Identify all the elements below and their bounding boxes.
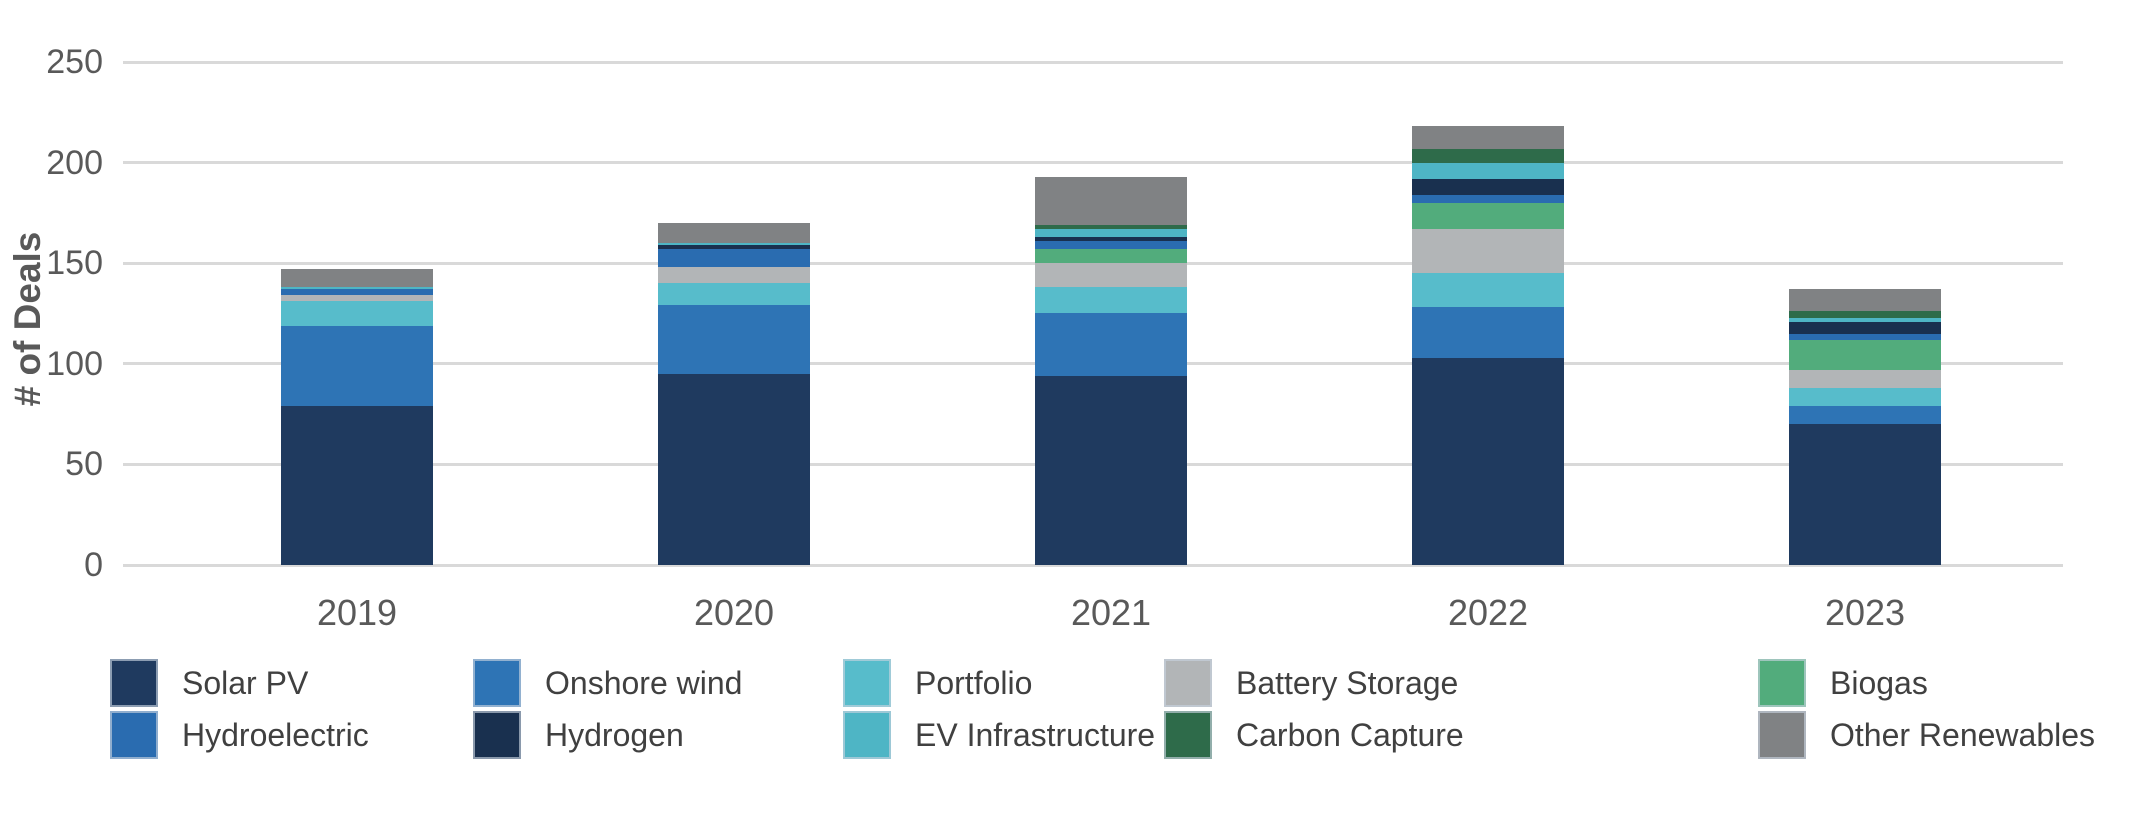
bar-segment-carbon-capture-2021 [1035,224,1187,229]
y-tick-label-250: 250 [46,43,103,81]
legend-item-portfolio: Portfolio [843,659,1033,707]
bar-segment-hydrogen-2021 [1035,237,1187,242]
bar-segment-carbon-capture-2023 [1789,311,1941,318]
legend-swatch-carbon-capture [1164,711,1212,759]
x-tick-label-2019: 2019 [316,592,398,633]
bar-segment-hydrogen-2020 [658,245,810,250]
legend-swatch-solar-pv [110,659,158,707]
bar-segment-hydrogen-2023 [1789,321,1941,334]
bar-segment-hydrogen-2022 [1412,178,1564,195]
bar-segment-battery-storage-2022 [1412,228,1564,274]
bar-segment-ev-infrastructure-2023 [1789,317,1941,322]
bar-segment-onshore-wind-2019 [281,325,433,406]
legend-label-onshore-wind: Onshore wind [545,665,743,701]
legend-label-hydrogen: Hydrogen [545,717,684,753]
legend-item-onshore-wind: Onshore wind [473,659,743,707]
y-tick-label-0: 0 [84,546,103,584]
y-tick-label-50: 50 [65,445,103,484]
legend-swatch-hydrogen [473,711,521,759]
x-tick-label-2022: 2022 [1447,592,1529,633]
legend-item-hydroelectric: Hydroelectric [110,711,369,759]
legend-swatch-biogas [1758,659,1806,707]
legend-label-biogas: Biogas [1830,665,1928,701]
bar-segment-portfolio-2023 [1789,387,1941,406]
bar-segment-hydroelectric-2022 [1412,194,1564,203]
bar-segment-ev-infrastructure-2021 [1035,228,1187,238]
bar-segment-solar-pv-2020 [658,373,810,565]
bar-2023 [1789,289,1941,565]
bar-segment-ev-infrastructure-2020 [658,243,810,246]
y-tick-label-150: 150 [46,244,103,283]
x-tick-label-2023: 2023 [1824,592,1906,633]
legend-label-ev-infrastructure: EV Infrastructure [915,717,1156,753]
legend-item-other-renewables: Other Renewables [1758,711,2096,759]
bar-segment-other-renewables-2020 [658,222,810,244]
bar-segment-carbon-capture-2022 [1412,148,1564,163]
legend-swatch-battery-storage [1164,659,1212,707]
bar-segment-battery-storage-2023 [1789,369,1941,388]
bar-segment-hydroelectric-2019 [281,289,433,296]
legend-swatch-portfolio [843,659,891,707]
bar-segment-hydroelectric-2021 [1035,241,1187,250]
bar-segment-portfolio-2019 [281,301,433,326]
legend-item-ev-infrastructure: EV Infrastructure [843,711,1156,759]
gridline-200 [123,161,2063,165]
bar-segment-hydroelectric-2020 [658,249,810,268]
bar-segment-ev-infrastructure-2022 [1412,162,1564,179]
bar-2021 [1035,176,1187,565]
bar-segment-hydroelectric-2023 [1789,333,1941,340]
bar-segment-biogas-2023 [1789,339,1941,370]
bar-2022 [1412,126,1564,565]
bar-segment-solar-pv-2022 [1412,357,1564,565]
bar-segment-onshore-wind-2023 [1789,405,1941,425]
bar-segment-battery-storage-2021 [1035,263,1187,288]
bar-segment-battery-storage-2019 [281,295,433,302]
bar-segment-solar-pv-2021 [1035,375,1187,565]
legend-swatch-hydroelectric [110,711,158,759]
bar-segment-other-renewables-2019 [281,269,433,288]
bar-segment-solar-pv-2023 [1789,424,1941,565]
y-tick-label-200: 200 [46,143,103,182]
bar-segment-onshore-wind-2022 [1412,307,1564,358]
bar-segment-onshore-wind-2020 [658,305,810,374]
bar-segment-onshore-wind-2021 [1035,313,1187,376]
bar-2020 [658,222,810,565]
legend-swatch-ev-infrastructure [843,711,891,759]
bar-segment-solar-pv-2019 [281,406,433,565]
legend-label-solar-pv: Solar PV [182,665,309,701]
legend-item-carbon-capture: Carbon Capture [1164,711,1464,759]
legend-label-hydroelectric: Hydroelectric [182,717,369,753]
gridline-250 [123,60,2063,64]
legend-item-hydrogen: Hydrogen [473,711,684,759]
y-tick-label-100: 100 [46,344,103,383]
legend-label-portfolio: Portfolio [915,665,1033,701]
legend-item-battery-storage: Battery Storage [1164,659,1459,707]
legend-item-solar-pv: Solar PV [110,659,309,707]
gridline-0 [123,563,2063,567]
bar-segment-portfolio-2020 [658,283,810,306]
legend-label-carbon-capture: Carbon Capture [1236,717,1464,753]
bar-segment-portfolio-2022 [1412,273,1564,308]
bar-2019 [281,269,433,565]
legend-label-battery-storage: Battery Storage [1236,665,1459,701]
legend-item-biogas: Biogas [1758,659,1928,707]
legend-swatch-onshore-wind [473,659,521,707]
bar-segment-other-renewables-2023 [1789,289,1941,312]
bar-segment-portfolio-2021 [1035,287,1187,314]
bar-segment-biogas-2022 [1412,202,1564,229]
bar-segment-ev-infrastructure-2019 [281,287,433,290]
legend-swatch-other-renewables [1758,711,1806,759]
bar-segment-battery-storage-2020 [658,267,810,284]
legend-label-other-renewables: Other Renewables [1830,717,2096,753]
bar-segment-other-renewables-2022 [1412,126,1564,149]
x-tick-label-2021: 2021 [1070,592,1152,633]
bar-segment-other-renewables-2021 [1035,176,1187,225]
bar-segment-biogas-2021 [1035,249,1187,264]
x-tick-label-2020: 2020 [693,592,775,633]
